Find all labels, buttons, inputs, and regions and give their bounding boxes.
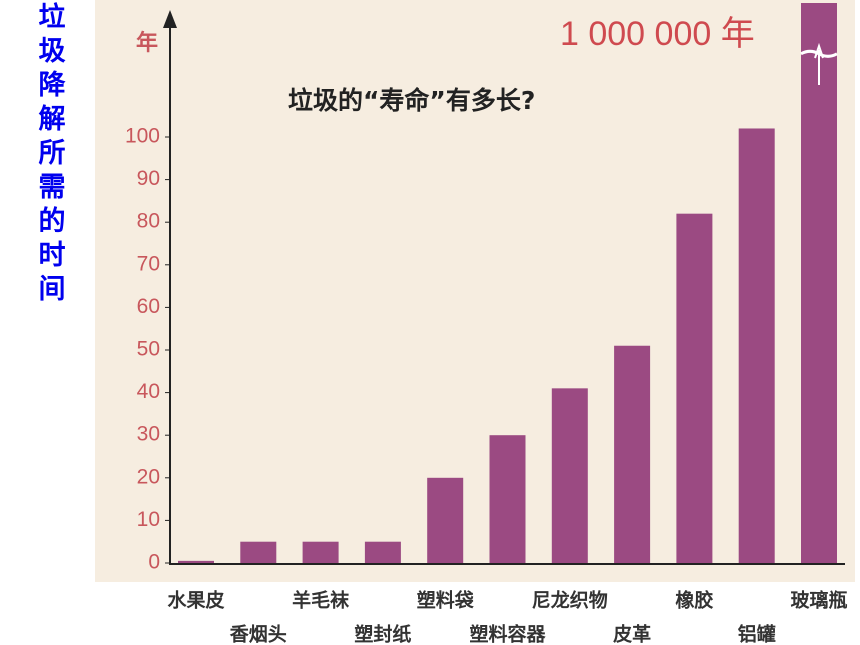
bar [676, 213, 713, 563]
x-tick-label: 水果皮 [167, 589, 224, 612]
y-tick-label: 20 [137, 465, 160, 488]
x-tick-label: 塑料容器 [469, 623, 546, 645]
bar [489, 435, 526, 563]
chart-background [95, 0, 855, 582]
annotation: 1 000 000 年 [560, 15, 755, 53]
x-tick-label: 尼龙织物 [532, 589, 608, 612]
x-tick-label: 羊毛袜 [292, 589, 350, 612]
x-tick-label: 铝罐 [738, 623, 776, 645]
bar [427, 477, 464, 563]
bar [614, 345, 651, 563]
x-tick-label: 橡胶 [675, 589, 713, 612]
x-tick-label: 皮革 [613, 623, 651, 645]
y-tick-label: 40 [137, 380, 160, 403]
x-tick-label: 玻璃瓶 [790, 589, 847, 612]
y-tick-label: 30 [137, 423, 160, 446]
x-tick-label: 塑封纸 [354, 623, 411, 645]
y-axis-arrow [163, 10, 177, 28]
bar [801, 3, 837, 563]
y-tick-label: 70 [137, 252, 160, 275]
y-tick-label: 10 [137, 508, 160, 531]
x-tick-label: 塑料袋 [417, 589, 475, 612]
bar [302, 541, 339, 563]
y-tick-label: 100 [125, 125, 160, 148]
y-tick-label: 0 [148, 551, 160, 574]
side-label: 垃圾降解所需的时间 [34, 1, 66, 308]
chart-title: 垃圾的“寿命”有多长? [288, 86, 535, 115]
bar [738, 128, 775, 564]
bar [178, 560, 214, 563]
y-tick-label: 90 [137, 167, 160, 190]
y-tick-label: 80 [137, 210, 160, 233]
x-tick-label: 香烟头 [229, 623, 287, 645]
y-tick-label: 50 [137, 338, 160, 361]
bar [240, 541, 277, 563]
bar [364, 541, 401, 563]
y-axis-label: 年 [136, 30, 158, 56]
bar [551, 388, 588, 563]
break-arrow [814, 42, 824, 85]
y-tick-label: 60 [137, 295, 160, 318]
